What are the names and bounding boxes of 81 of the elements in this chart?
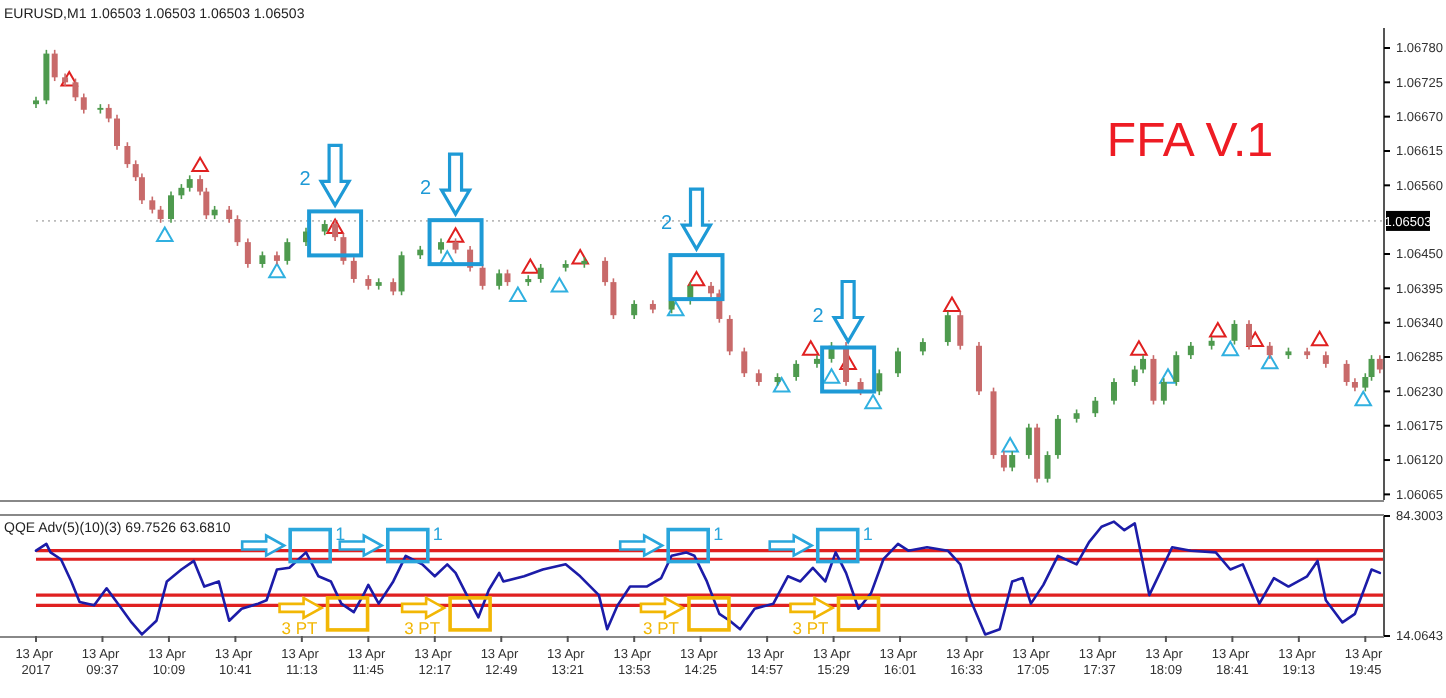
candlestick: [525, 274, 532, 287]
point: [943, 296, 961, 312]
annotation: 3 PT: [281, 617, 318, 638]
candlestick: [726, 314, 733, 356]
annotation: 1: [335, 523, 346, 544]
candlestick: [168, 190, 175, 224]
point: [1246, 331, 1264, 347]
point: [509, 286, 527, 302]
candlestick: [1160, 377, 1167, 406]
candlestick: [80, 92, 87, 115]
candlestick: [479, 263, 486, 291]
candlestick: [1025, 423, 1032, 460]
point: [822, 368, 841, 384]
candlestick: [793, 359, 800, 382]
annotation: 1: [713, 523, 724, 544]
candlestick: [350, 256, 357, 284]
candlestick: [1054, 414, 1061, 460]
point: [1221, 340, 1240, 357]
point: [571, 249, 589, 265]
point: [772, 377, 791, 393]
annotation: 2: [660, 213, 673, 236]
candlestick: [610, 277, 617, 320]
candlestick: [1173, 350, 1180, 387]
candlestick: [894, 346, 901, 378]
candlestick: [1231, 319, 1238, 346]
candlestick: [1110, 377, 1117, 406]
point: [60, 71, 78, 87]
candlestick: [234, 214, 241, 247]
point: [156, 226, 174, 242]
candlestick: [1044, 450, 1051, 484]
candlestick: [957, 310, 964, 351]
candlestick: [537, 263, 544, 284]
annotation: 1: [862, 523, 873, 544]
point: [1209, 322, 1227, 338]
candlestick: [944, 310, 951, 347]
point: [1354, 390, 1372, 407]
candlestick: [496, 268, 503, 291]
point: [864, 393, 882, 410]
candlestick: [1092, 396, 1099, 418]
point: [550, 277, 569, 293]
candlestick: [1343, 359, 1350, 387]
annotation: 1: [432, 523, 443, 544]
candlestick: [105, 103, 112, 124]
annotation: 3 PT: [404, 617, 441, 638]
annotation: 2: [420, 178, 432, 201]
line-series: [34, 520, 1382, 636]
point: [521, 258, 540, 274]
candlestick: [244, 237, 251, 269]
candlestick: [51, 49, 58, 82]
point: [191, 156, 209, 173]
candlestick: [1140, 354, 1147, 375]
candlestick: [631, 299, 638, 320]
candlestick: [43, 49, 50, 105]
candlestick: [284, 237, 291, 266]
candlestick: [1000, 450, 1007, 473]
point: [1130, 340, 1148, 356]
candlestick: [876, 368, 883, 396]
candlestick: [1009, 450, 1016, 473]
candlestick: [114, 113, 120, 151]
candlestick: [975, 341, 982, 396]
point: [268, 262, 286, 279]
annotation: 2: [299, 169, 312, 192]
point: [1310, 330, 1329, 347]
candlestick: [332, 219, 339, 242]
candlestick: [741, 346, 748, 378]
annotation: 3 PT: [643, 617, 679, 638]
point: [666, 300, 685, 317]
candlestick: [398, 250, 405, 297]
point: [1159, 368, 1177, 384]
candlestick: [1150, 354, 1157, 406]
point: [801, 340, 820, 356]
candlestick: [124, 141, 131, 169]
candlestick: [1131, 364, 1138, 387]
candlestick: [72, 77, 79, 102]
candlestick: [1245, 319, 1252, 351]
point: [1001, 436, 1019, 453]
annotation: FFA V.1: [1106, 114, 1274, 168]
annotation: 3 PT: [792, 617, 829, 638]
annotation: 2: [812, 305, 825, 328]
point: [1261, 353, 1279, 370]
candlestick: [602, 256, 609, 287]
